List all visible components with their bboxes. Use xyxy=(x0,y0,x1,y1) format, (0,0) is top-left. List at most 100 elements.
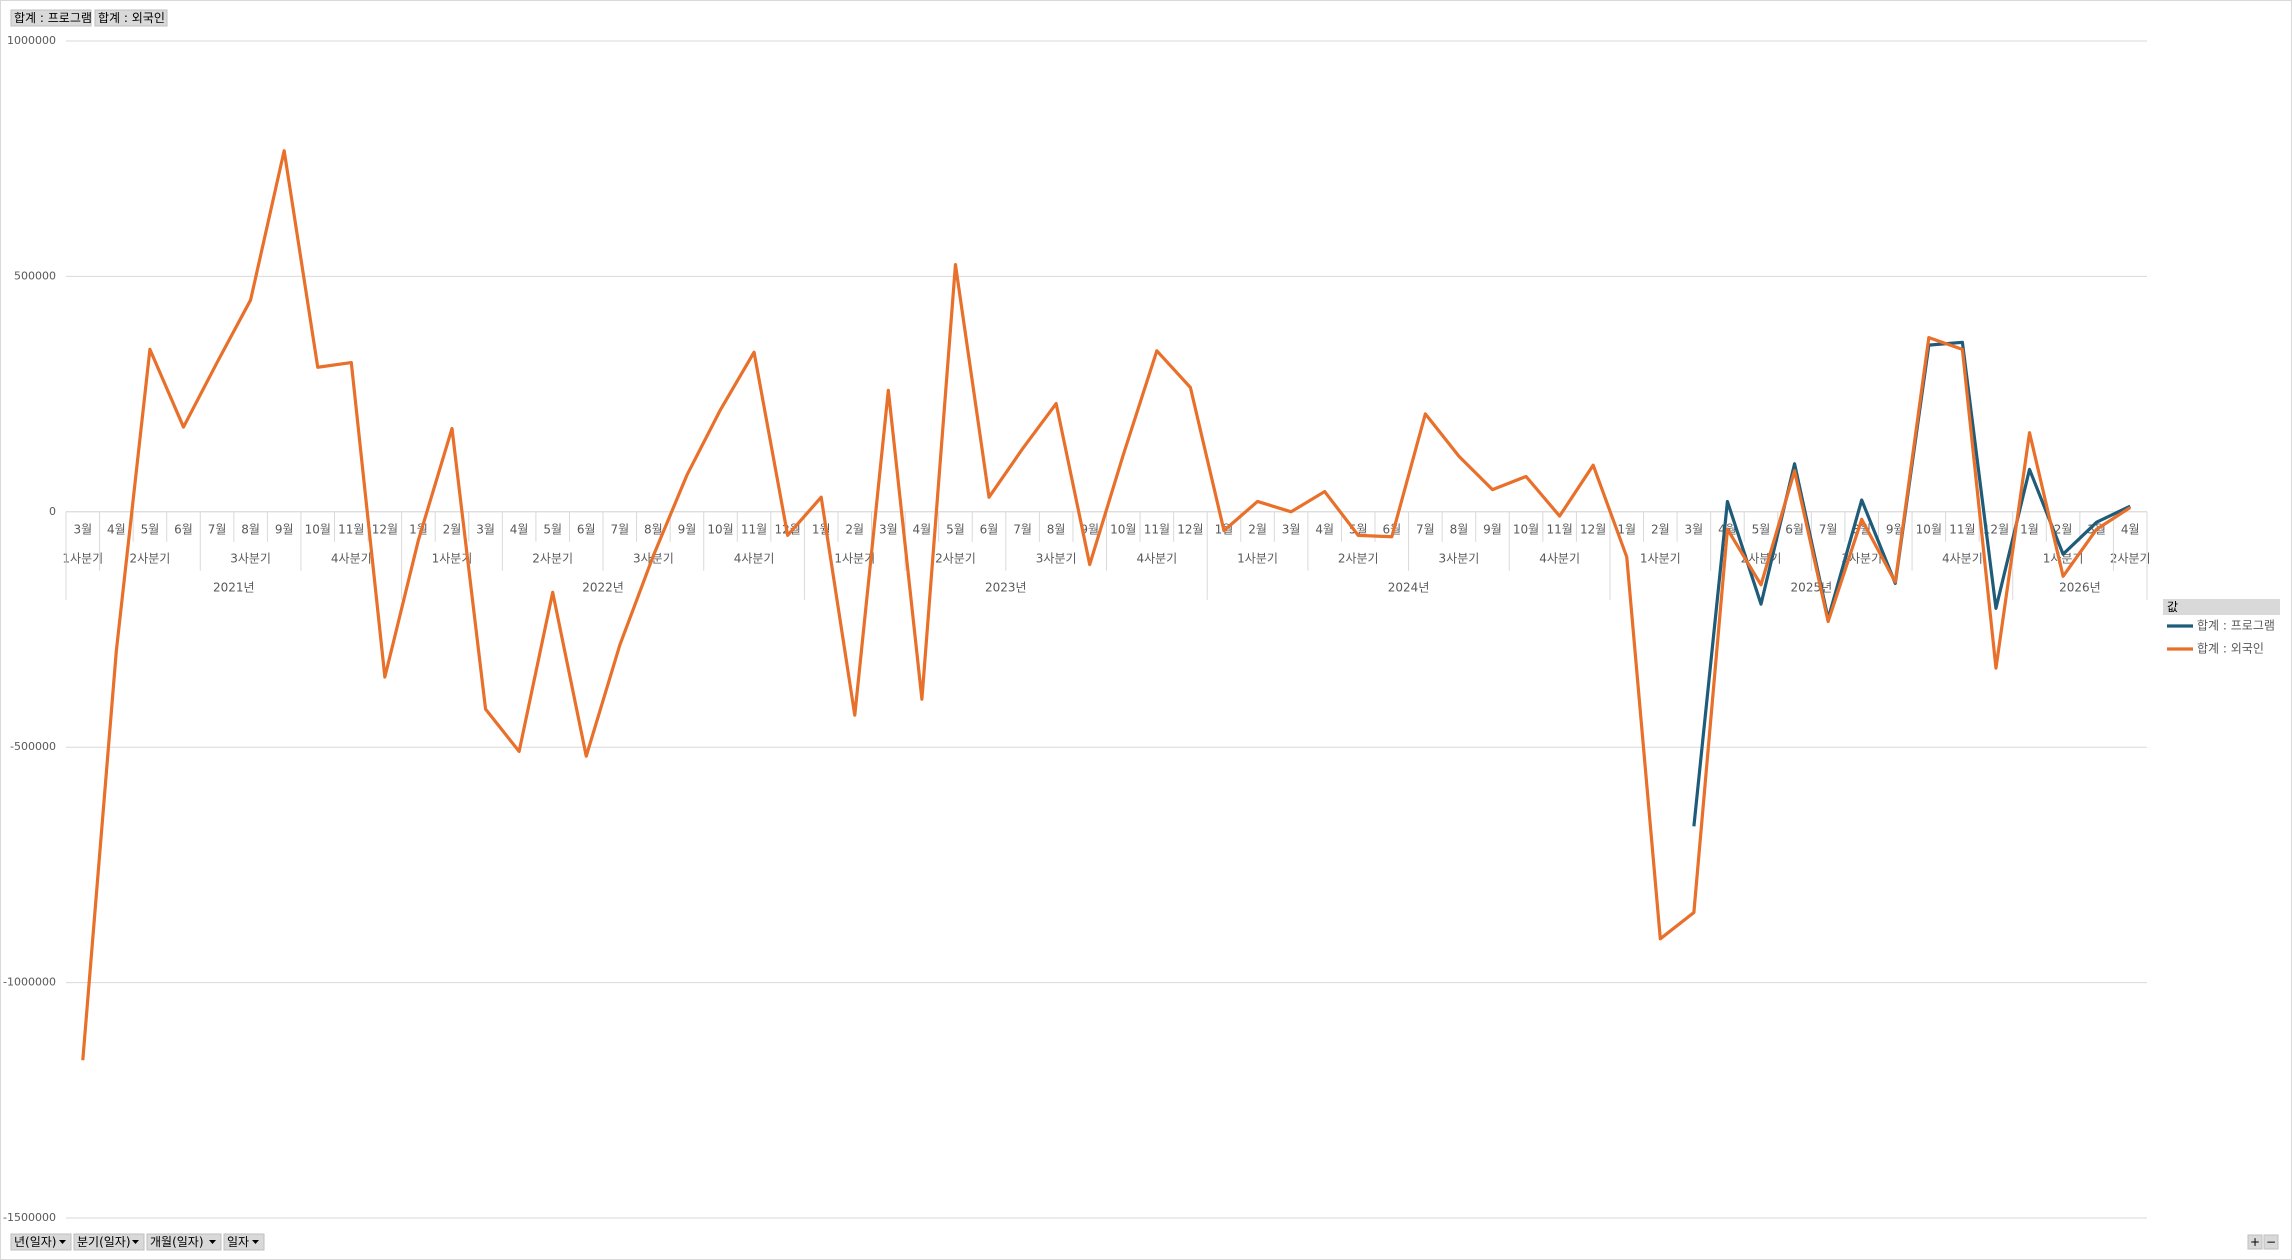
dropdown-arrow[interactable] xyxy=(209,1240,216,1244)
button-bg[interactable] xyxy=(94,9,168,27)
dropdown-arrow[interactable] xyxy=(252,1240,259,1244)
x-tick-label: 8월 xyxy=(1047,522,1066,536)
button-label[interactable]: 개월(일자) xyxy=(150,1235,204,1249)
x-tick-label: 7월 xyxy=(610,522,629,536)
year-label: 2026년 xyxy=(2059,580,2101,594)
zoom-button[interactable]: + xyxy=(2247,1234,2263,1250)
button-bg[interactable] xyxy=(10,9,92,27)
button-bg[interactable] xyxy=(10,1233,72,1251)
quarter-label: 4사분기 xyxy=(1136,551,1177,565)
x-tick-label: 4월 xyxy=(913,522,932,536)
quarter-label: 4사분기 xyxy=(734,551,775,565)
y-tick-label: -1500000 xyxy=(3,1211,56,1224)
x-tick-label: 2월 xyxy=(2054,522,2073,536)
button-bg[interactable] xyxy=(73,1233,145,1251)
x-tick-label: 1월 xyxy=(2020,522,2039,536)
quarter-label: 2사분기 xyxy=(130,551,171,565)
x-tick-label: 6월 xyxy=(174,522,193,536)
x-tick-label: 7월 xyxy=(1013,522,1032,536)
field-button[interactable]: 분기(일자) xyxy=(73,1233,145,1251)
button-label[interactable]: 합계 : 외국인 xyxy=(98,11,165,25)
quarter-label: 4사분기 xyxy=(1942,551,1983,565)
x-tick-label: 3월 xyxy=(879,522,898,536)
x-tick-label: 7월 xyxy=(1819,522,1838,536)
field-button[interactable]: 합계 : 외국인 xyxy=(94,9,168,27)
button-label[interactable]: + xyxy=(2250,1235,2260,1249)
quarter-label: 3사분기 xyxy=(230,551,271,565)
field-button[interactable]: 개월(일자) xyxy=(146,1233,222,1251)
year-label: 2025년 xyxy=(1791,580,1833,594)
button-label[interactable]: 년(일자) xyxy=(14,1235,56,1249)
x-tick-label: 4월 xyxy=(510,522,529,536)
x-tick-label: 5월 xyxy=(946,522,965,536)
y-tick-label: 500000 xyxy=(14,269,56,282)
x-tick-label: 4월 xyxy=(1315,522,1334,536)
quarter-label: 1사분기 xyxy=(432,551,473,565)
legend-title: 값 xyxy=(2167,600,2178,614)
x-tick-label: 9월 xyxy=(1483,522,1502,536)
x-tick-label: 8월 xyxy=(241,522,260,536)
x-tick-label: 10월 xyxy=(707,522,733,536)
x-tick-label: 1월 xyxy=(409,522,428,536)
zoom-button[interactable]: − xyxy=(2263,1234,2279,1250)
x-tick-label: 9월 xyxy=(1886,522,1905,536)
y-tick-label: 1000000 xyxy=(7,34,56,47)
quarter-label: 4사분기 xyxy=(1539,551,1580,565)
year-label: 2024년 xyxy=(1388,580,1430,594)
x-tick-label: 2월 xyxy=(443,522,462,536)
year-label: 2021년 xyxy=(213,580,255,594)
x-tick-label: 5월 xyxy=(1349,522,1368,536)
quarter-label: 1사분기 xyxy=(1237,551,1278,565)
button-label[interactable]: 합계 : 프로그램 xyxy=(14,11,92,25)
button-bg[interactable] xyxy=(2263,1234,2279,1250)
x-tick-label: 11월 xyxy=(1949,522,1975,536)
x-tick-label: 10월 xyxy=(305,522,331,536)
x-tick-label: 2월 xyxy=(845,522,864,536)
x-tick-label: 2월 xyxy=(1248,522,1267,536)
quarter-label: 2사분기 xyxy=(935,551,976,565)
field-button[interactable]: 합계 : 프로그램 xyxy=(10,9,92,27)
x-tick-label: 7월 xyxy=(1416,522,1435,536)
year-label: 2022년 xyxy=(582,580,624,594)
x-tick-label: 9월 xyxy=(275,522,294,536)
quarter-label: 3사분기 xyxy=(1036,551,1077,565)
legend-label: 합계 : 프로그램 xyxy=(2197,619,2275,633)
x-tick-label: 10월 xyxy=(1110,522,1136,536)
button-label[interactable]: 일자 xyxy=(227,1235,249,1249)
button-bg[interactable] xyxy=(2247,1234,2263,1250)
y-tick-label: 0 xyxy=(49,505,56,518)
quarter-label: 1사분기 xyxy=(62,551,103,565)
button-bg[interactable] xyxy=(146,1233,222,1251)
quarter-label: 1사분기 xyxy=(834,551,875,565)
dropdown-arrow[interactable] xyxy=(59,1240,66,1244)
field-button[interactable]: 년(일자) xyxy=(10,1233,72,1251)
x-tick-label: 11월 xyxy=(741,522,767,536)
legend-label: 합계 : 외국인 xyxy=(2197,642,2264,656)
button-label[interactable]: − xyxy=(2266,1235,2276,1249)
quarter-label: 1사분기 xyxy=(1640,551,1681,565)
y-tick-label: -1000000 xyxy=(3,976,56,989)
quarter-label: 2사분기 xyxy=(2110,551,2151,565)
x-tick-label: 5월 xyxy=(141,522,160,536)
x-tick-label: 11월 xyxy=(1546,522,1572,536)
year-label: 2023년 xyxy=(985,580,1027,594)
x-tick-label: 3월 xyxy=(73,522,92,536)
button-bg[interactable] xyxy=(223,1233,265,1251)
field-button[interactable]: 일자 xyxy=(223,1233,265,1251)
dropdown-arrow[interactable] xyxy=(132,1240,139,1244)
x-tick-label: 3월 xyxy=(476,522,495,536)
x-tick-label: 4월 xyxy=(107,522,126,536)
button-label[interactable]: 분기(일자) xyxy=(77,1235,131,1249)
x-tick-label: 8월 xyxy=(644,522,663,536)
quarter-label: 2사분기 xyxy=(1338,551,1379,565)
quarter-label: 4사분기 xyxy=(331,551,372,565)
x-tick-label: 12월 xyxy=(1580,522,1606,536)
x-tick-label: 12월 xyxy=(1983,522,2009,536)
x-tick-label: 5월 xyxy=(1752,522,1771,536)
y-tick-label: -500000 xyxy=(10,740,56,753)
x-tick-label: 11월 xyxy=(338,522,364,536)
x-tick-label: 3월 xyxy=(1282,522,1301,536)
x-tick-label: 6월 xyxy=(1382,522,1401,536)
quarter-label: 2사분기 xyxy=(532,551,573,565)
